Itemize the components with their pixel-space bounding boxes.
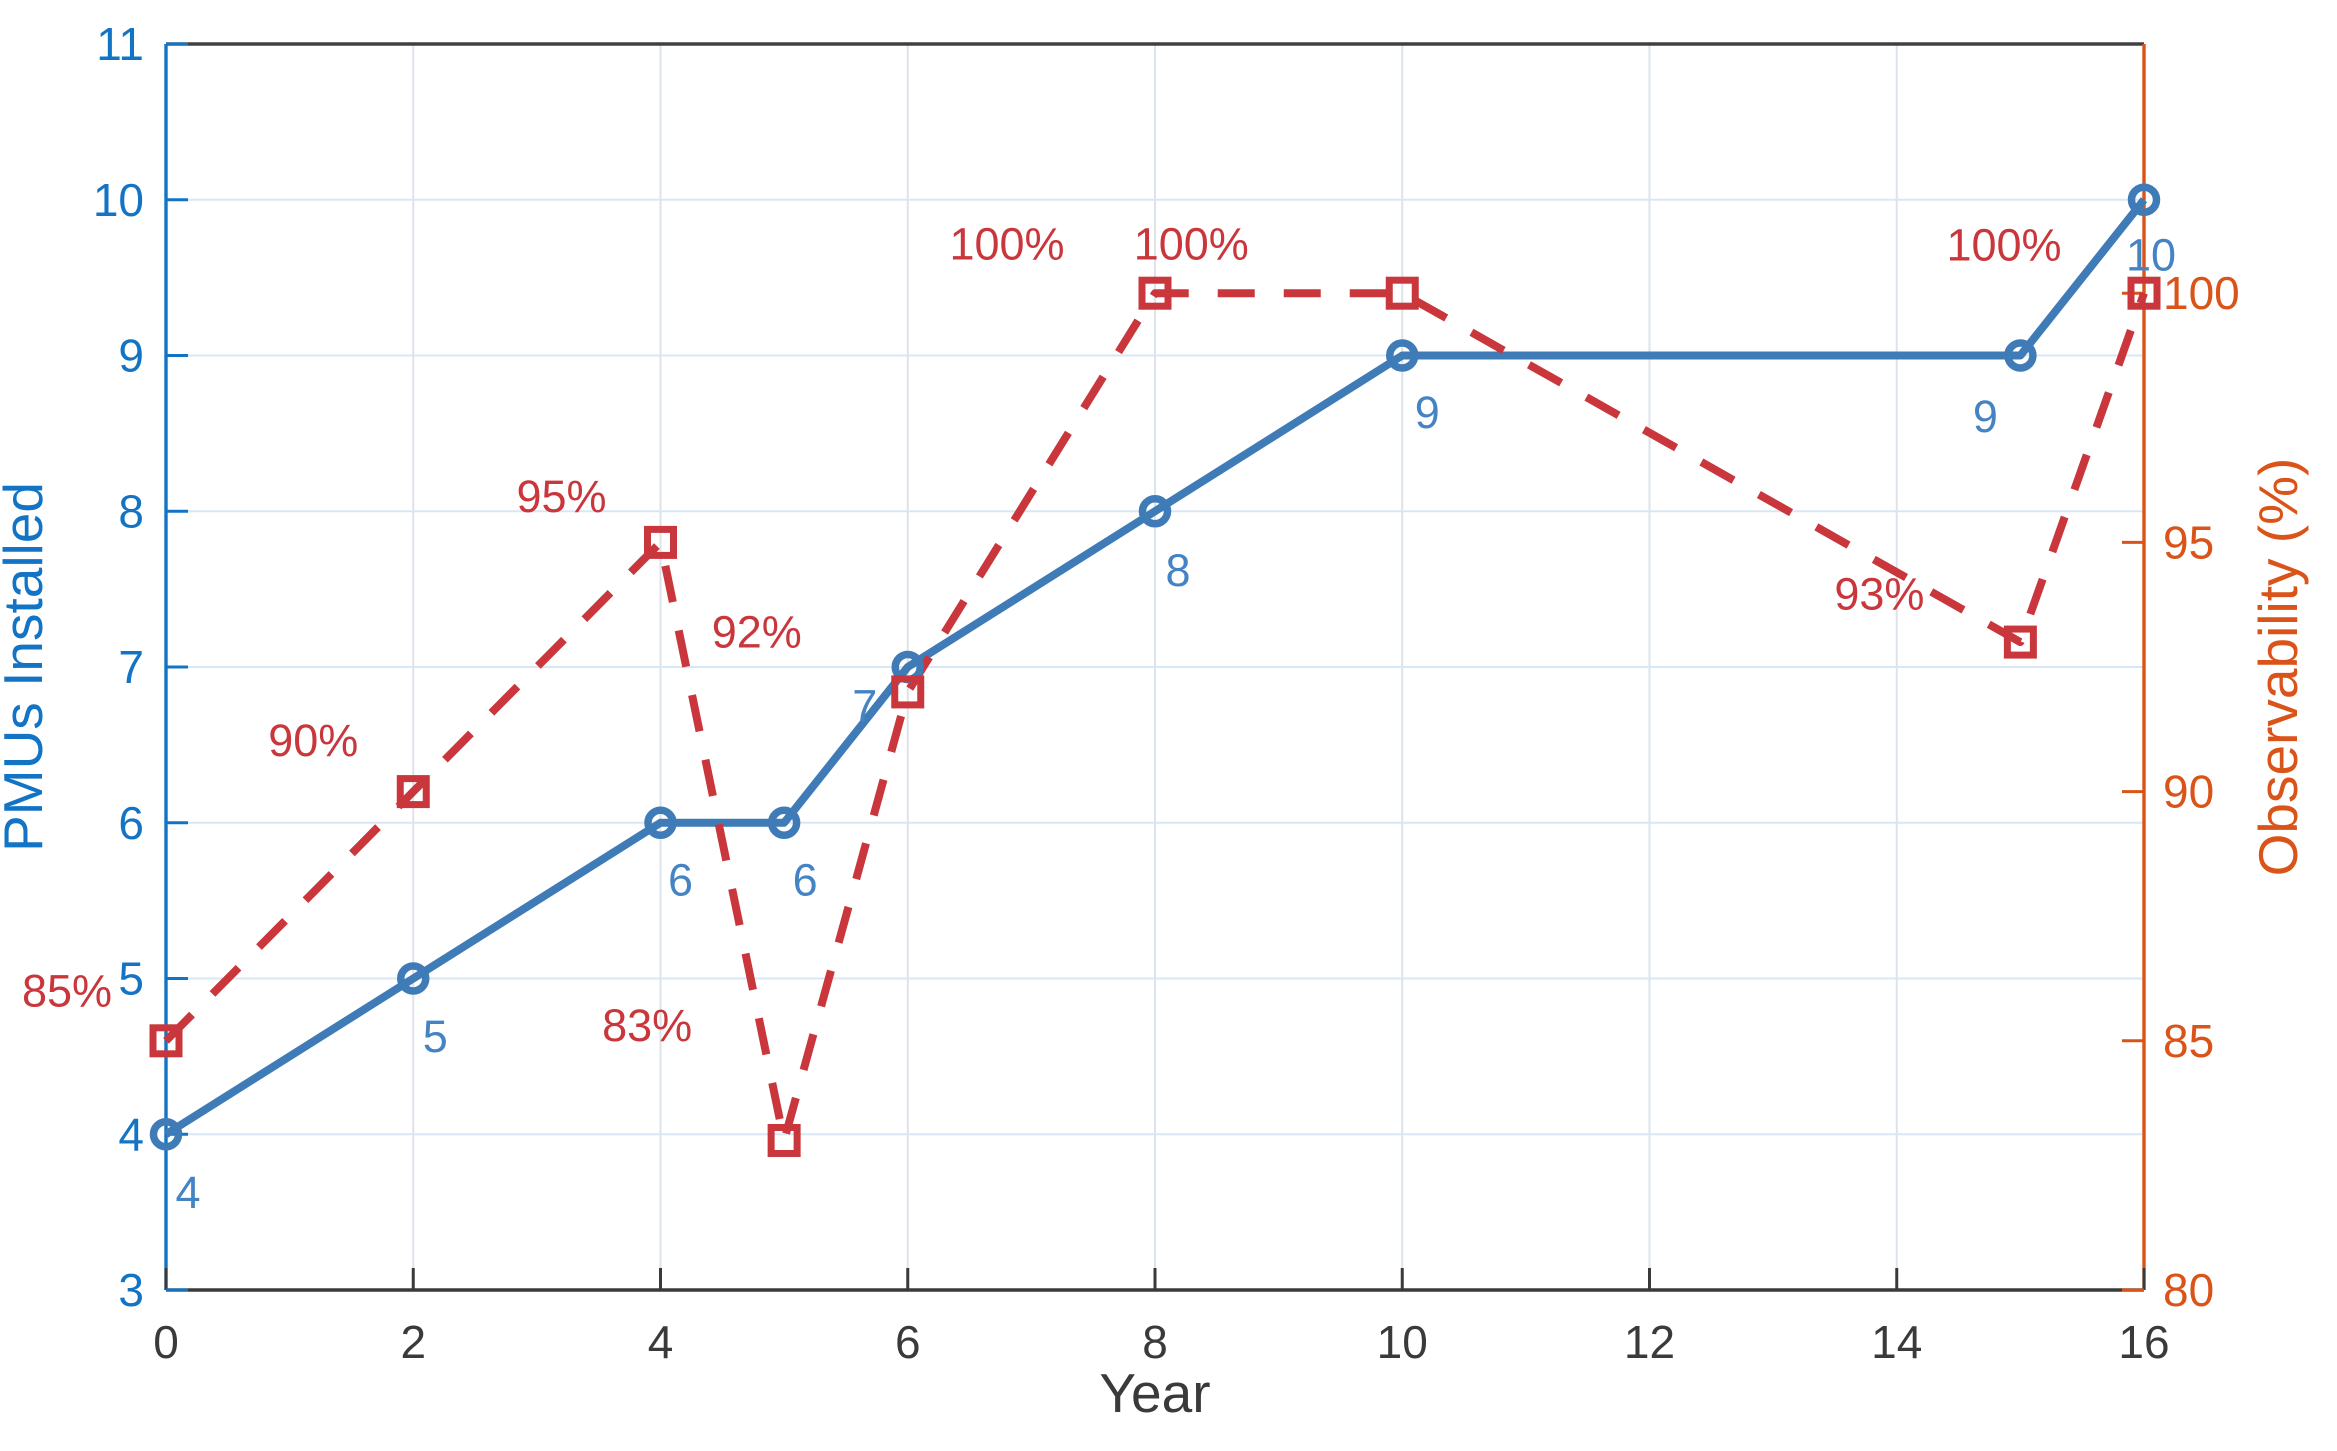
pmu-value-label-year-4: 6 — [668, 854, 693, 905]
observability-value-label-year-5: 83% — [602, 1000, 692, 1051]
x-tick-label-14: 14 — [1871, 1316, 1922, 1368]
line-observability — [163, 289, 2148, 1145]
observability-marker-year-6 — [891, 675, 925, 709]
x-tick-label-8: 8 — [1142, 1316, 1168, 1368]
pmu-value-label-year-15: 9 — [1973, 391, 1998, 442]
observability-marker-year-15 — [2003, 625, 2037, 659]
pmu-value-label-year-16: 10 — [2126, 229, 2176, 280]
left-tick-label-9: 9 — [118, 330, 144, 382]
right-tick-label-90: 90 — [2163, 766, 2214, 818]
left-tick-label-3: 3 — [118, 1264, 144, 1316]
left-tick-labels: 3 4 5 6 7 8 9 10 11 — [93, 18, 144, 1316]
data-point-labels: 4 5 6 6 7 8 9 9 10 85% 90% 95% 83% 92% 100% 100% 93% 100% — [22, 219, 2176, 1218]
observability-value-label-year-16: 100% — [1946, 220, 2061, 271]
right-axis-title: Observability (%) — [2247, 458, 2309, 877]
left-tick-label-8: 8 — [118, 485, 144, 537]
observability-value-label-year-0: 85% — [22, 965, 112, 1016]
left-axis-title: PMUs Installed — [0, 482, 54, 852]
pmu-value-label-year-5: 6 — [793, 854, 818, 905]
pmu-value-label-year-10: 9 — [1415, 387, 1440, 438]
observability-marker-year-4 — [644, 525, 677, 559]
left-tick-label-7: 7 — [118, 641, 144, 693]
series-lines — [163, 197, 2148, 1145]
x-tick-label-2: 2 — [400, 1316, 426, 1368]
x-tick-label-12: 12 — [1624, 1316, 1675, 1368]
observability-value-label-year-4: 95% — [516, 471, 606, 522]
observability-marker-year-8 — [1138, 276, 1172, 310]
left-tick-label-6: 6 — [118, 797, 144, 849]
left-tick-label-5: 5 — [118, 953, 144, 1005]
line-pmus — [163, 197, 2148, 1138]
pmu-marker-year-10 — [1386, 339, 1419, 372]
pmu-marker-year-4 — [644, 806, 677, 839]
observability-value-label-year-15: 93% — [1834, 569, 1924, 620]
pmu-marker-year-2 — [397, 962, 430, 995]
right-tick-label-95: 95 — [2163, 516, 2214, 568]
x-tick-label-4: 4 — [648, 1316, 674, 1368]
pmu-marker-year-8 — [1138, 495, 1172, 528]
observability-value-label-year-6: 92% — [712, 606, 802, 657]
pmu-value-label-year-0: 4 — [175, 1167, 200, 1218]
observability-value-label-year-2: 90% — [268, 715, 358, 766]
x-axis-ticks — [164, 1268, 2146, 1290]
observability-value-label-year-10: 100% — [1134, 219, 1249, 270]
pmu-value-label-year-2: 5 — [423, 1011, 448, 1062]
right-tick-label-100: 100 — [2163, 267, 2240, 319]
x-axis-title: Year — [1099, 1362, 1210, 1424]
left-tick-label-10: 10 — [93, 174, 144, 226]
x-tick-label-10: 10 — [1377, 1316, 1428, 1368]
right-tick-labels: 80 85 90 95 100 — [2163, 267, 2240, 1316]
x-tick-label-16: 16 — [2118, 1316, 2169, 1368]
observability-marker-year-5 — [767, 1123, 801, 1157]
right-axis-ticks — [2122, 291, 2144, 1292]
pmu-marker-year-0 — [149, 1118, 183, 1151]
pmu-value-label-year-8: 8 — [1165, 545, 1190, 596]
x-tick-label-0: 0 — [153, 1316, 179, 1368]
x-tick-labels: 0 2 4 6 8 10 12 14 16 — [153, 1316, 2169, 1368]
pmu-marker-year-16 — [2127, 183, 2161, 216]
left-tick-label-4: 4 — [118, 1108, 144, 1160]
x-tick-label-6: 6 — [895, 1316, 921, 1368]
pmu-marker-year-15 — [2004, 339, 2037, 372]
observability-value-label-year-8: 100% — [949, 219, 1064, 270]
observability-marker-year-2 — [396, 775, 430, 809]
observability-marker-year-16 — [2127, 276, 2161, 310]
observability-marker-year-10 — [1385, 276, 1419, 310]
right-tick-label-85: 85 — [2163, 1015, 2214, 1067]
left-tick-label-11: 11 — [96, 18, 144, 70]
left-axis-ticks — [166, 42, 188, 1292]
pmu-marker-year-5 — [767, 806, 801, 839]
observability-marker-year-0 — [149, 1024, 183, 1058]
pmu-value-label-year-6: 7 — [852, 681, 877, 732]
series-markers — [149, 183, 2161, 1157]
right-tick-label-80: 80 — [2163, 1264, 2214, 1316]
